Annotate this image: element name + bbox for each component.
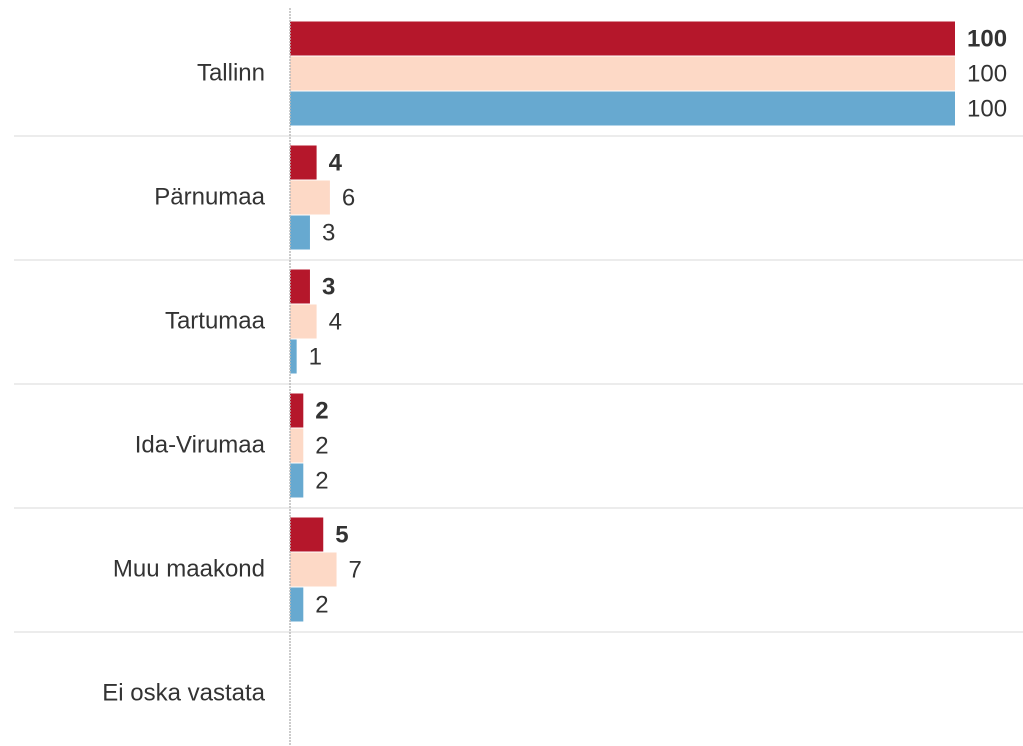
value-label: 2 — [315, 397, 328, 424]
value-label: 2 — [315, 432, 328, 459]
bar — [290, 269, 310, 304]
bar — [290, 463, 304, 498]
bar — [290, 517, 324, 552]
value-label: 5 — [335, 521, 348, 548]
value-label: 2 — [315, 591, 328, 618]
value-label: 6 — [342, 184, 355, 211]
bar — [290, 393, 304, 428]
value-label: 1 — [309, 343, 322, 370]
value-label: 100 — [967, 95, 1007, 122]
category-label: Pärnumaa — [154, 183, 265, 210]
bar — [290, 91, 955, 126]
value-label: 100 — [967, 60, 1007, 87]
bar — [290, 56, 955, 91]
bar — [290, 339, 297, 374]
value-label: 7 — [349, 556, 362, 583]
bar — [290, 21, 955, 56]
value-label: 4 — [329, 149, 343, 176]
value-label: 100 — [967, 25, 1007, 52]
category-label: Tartumaa — [165, 307, 266, 334]
bar — [290, 215, 310, 250]
bar — [290, 304, 317, 339]
bar — [290, 552, 337, 587]
category-label: Ida-Virumaa — [135, 431, 266, 458]
bar — [290, 145, 317, 180]
value-label: 2 — [315, 467, 328, 494]
bar — [290, 428, 304, 463]
category-label: Tallinn — [197, 59, 265, 86]
value-label: 3 — [322, 273, 335, 300]
category-label: Ei oska vastata — [102, 679, 265, 706]
bar — [290, 180, 330, 215]
bar — [290, 587, 304, 622]
value-label: 4 — [329, 308, 342, 335]
category-label: Muu maakond — [113, 555, 265, 582]
value-label: 3 — [322, 219, 335, 246]
